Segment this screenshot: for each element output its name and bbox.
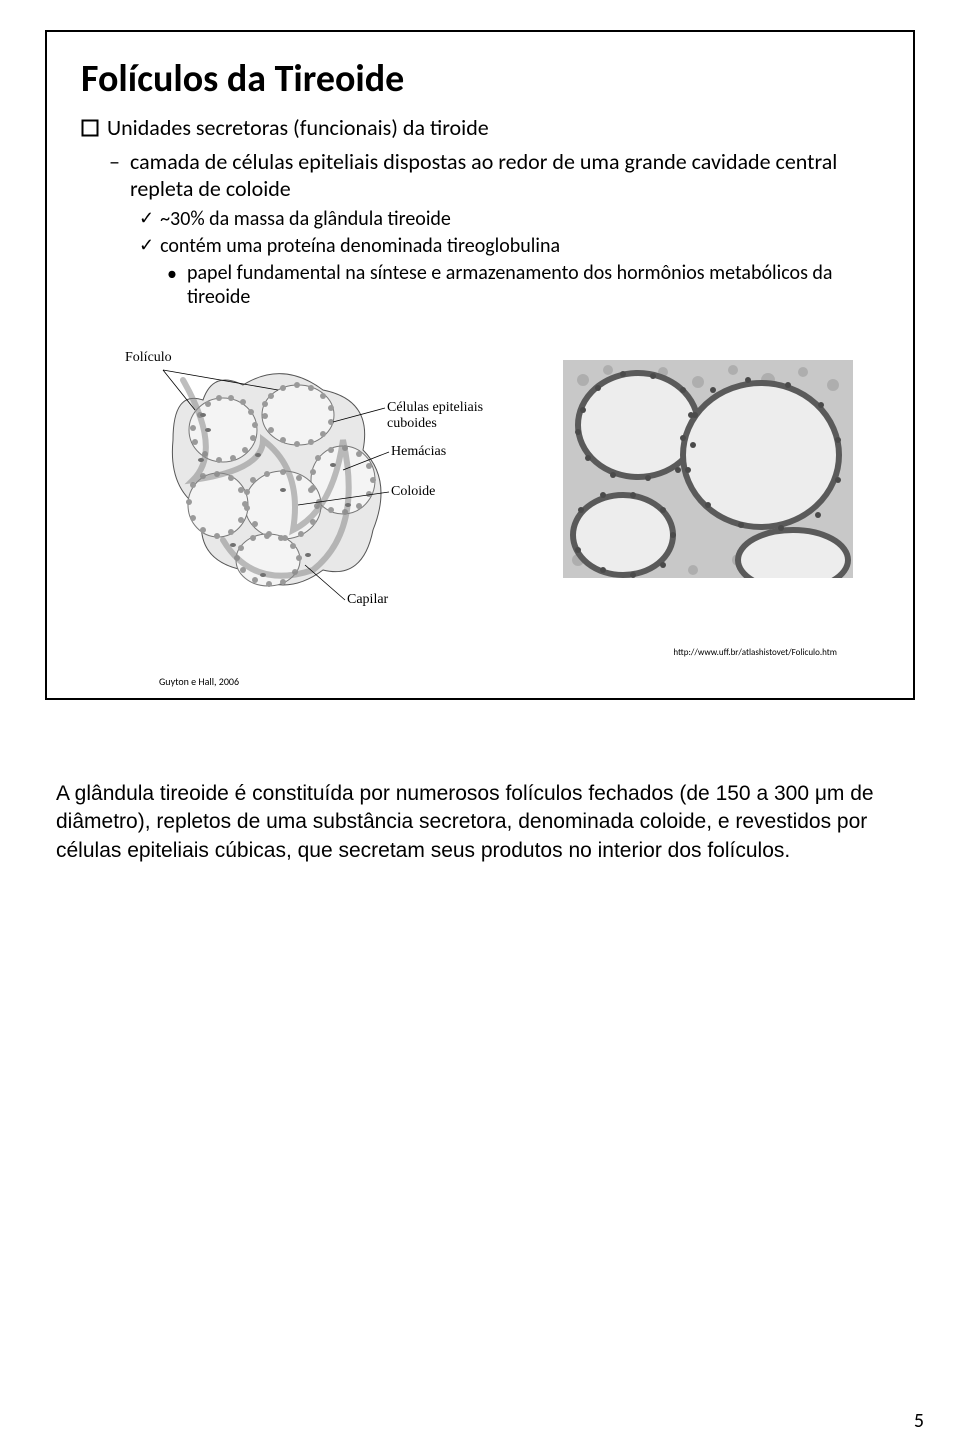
check-bullet-icon: ✓: [139, 207, 154, 229]
diagram-label-capilar: Capilar: [347, 592, 388, 608]
citation-right: http://www.uff.br/atlashistovet/Foliculo…: [673, 647, 837, 658]
micrograph-svg: [563, 360, 853, 578]
follicle-diagram: Folículo Células epiteliais cuboides Hem…: [133, 330, 523, 630]
diagram-label-coloide: Coloide: [391, 484, 435, 500]
diagram-label-foliculo: Folículo: [125, 350, 172, 366]
citation-left: Guyton e Hall, 2006: [159, 675, 239, 688]
bullet-level-1: Unidades secretoras (funcionais) da tiro…: [81, 114, 879, 148]
check-bullet-icon: ✓: [139, 234, 154, 256]
bullet-lvl2-text: camada de células epiteliais dispostas a…: [130, 148, 879, 203]
bullet-lvl4-text: papel fundamental na síntese e armazenam…: [187, 261, 879, 309]
slide-frame: Folículos da Tireoide Unidades secretora…: [45, 30, 915, 700]
page-number: 5: [914, 1409, 924, 1433]
dash-bullet-icon: –: [109, 148, 120, 175]
bullet-level-3b: ✓ contém uma proteína denominada tireogl…: [139, 234, 879, 261]
diagram-label-celulas: Células epiteliais cuboides: [387, 400, 523, 432]
bullet-lvl3a-text: ~30% da massa da glândula tireoide: [160, 207, 451, 232]
follicle-micrograph: [563, 360, 853, 578]
dot-bullet-icon: •: [167, 264, 177, 284]
bullet-level-4: • papel fundamental na síntese e armazen…: [167, 261, 879, 309]
diagram-label-hemacias: Hemácias: [391, 444, 446, 460]
bullet-level-2: – camada de células epiteliais dispostas…: [109, 148, 879, 207]
figure-row: Folículo Células epiteliais cuboides Hem…: [47, 330, 913, 630]
description-paragraph: A glândula tireoide é constituída por nu…: [56, 780, 904, 865]
slide-title: Folículos da Tireoide: [81, 56, 879, 102]
bullet-level-3a: ✓ ~30% da massa da glândula tireoide: [139, 207, 879, 234]
follicle-diagram-svg: [133, 330, 523, 630]
bullet-lvl1-text: Unidades secretoras (funcionais) da tiro…: [107, 114, 489, 142]
bullet-lvl3b-text: contém uma proteína denominada tireoglob…: [160, 234, 560, 259]
square-bullet-icon: [81, 119, 99, 137]
